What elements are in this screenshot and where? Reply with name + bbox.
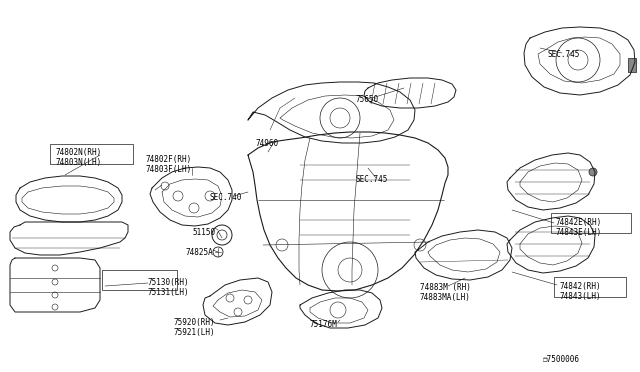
Text: 74960: 74960 (256, 139, 279, 148)
Circle shape (589, 168, 597, 176)
Text: 75130(RH): 75130(RH) (148, 278, 189, 287)
Text: 74802F(RH): 74802F(RH) (145, 155, 191, 164)
Text: 74842(RH): 74842(RH) (559, 282, 600, 291)
Text: 75131(LH): 75131(LH) (148, 288, 189, 297)
Text: 75176M: 75176M (310, 320, 338, 329)
Text: 74843E(LH): 74843E(LH) (556, 228, 602, 237)
Bar (628, 58, 636, 72)
Text: 74803N(LH): 74803N(LH) (55, 158, 101, 167)
Text: 74825A: 74825A (185, 248, 212, 257)
Text: SEC.745: SEC.745 (356, 175, 388, 184)
Text: 74803F(LH): 74803F(LH) (145, 165, 191, 174)
Bar (50, 144, 133, 164)
Text: 75920(RH): 75920(RH) (173, 318, 214, 327)
Text: SEC.740: SEC.740 (210, 193, 243, 202)
Text: 74802N(RH): 74802N(RH) (55, 148, 101, 157)
Text: 75650: 75650 (355, 95, 378, 104)
Text: 74883M (RH): 74883M (RH) (420, 283, 471, 292)
Text: 51150: 51150 (192, 228, 215, 237)
Text: ❐7500006: ❐7500006 (543, 355, 580, 364)
Text: 74883MA(LH): 74883MA(LH) (420, 293, 471, 302)
Text: 74842E(RH): 74842E(RH) (556, 218, 602, 227)
Text: 75921(LH): 75921(LH) (173, 328, 214, 337)
Bar (551, 213, 631, 233)
Bar (102, 270, 177, 290)
Text: SEC.745: SEC.745 (548, 50, 580, 59)
Bar (554, 277, 626, 297)
Text: 74843(LH): 74843(LH) (559, 292, 600, 301)
